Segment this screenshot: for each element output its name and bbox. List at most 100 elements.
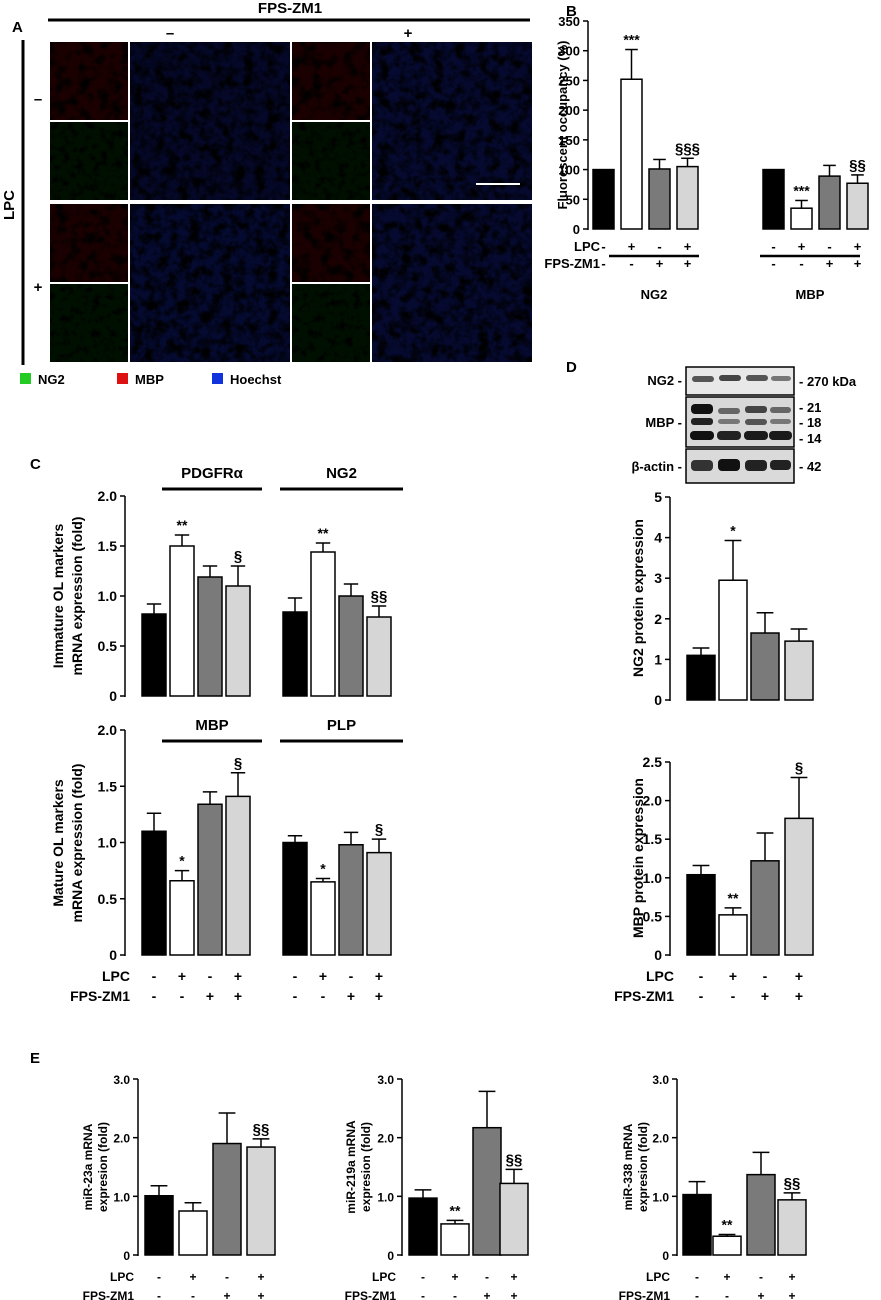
bar (472, 1126, 502, 1256)
micrograph-merge-lpc-fps (372, 204, 532, 362)
legend-swatch-ng2 (20, 373, 31, 384)
micrograph-mbp-lpc-fps (292, 204, 370, 282)
lpc-sign: - (208, 968, 213, 984)
bar (718, 579, 748, 701)
y-axis-label: mRNA expression (fold) (69, 764, 85, 923)
bar (310, 551, 336, 697)
significance-mark: * (320, 861, 326, 877)
fps-sign: + (826, 256, 834, 271)
bar (712, 1235, 742, 1256)
chart-C2: 0 0.5 1.0 1.5 2.0 Mature OL markers mRNA expre… (50, 717, 403, 1004)
fps-row-label: FPS-ZM1 (614, 988, 674, 1004)
fps-sign: - (725, 1289, 729, 1300)
fps-sign: + (375, 988, 383, 1004)
y-tick-label: 2.0 (98, 722, 118, 738)
significance-mark: ** (450, 1202, 461, 1218)
lpc-sign: - (657, 239, 661, 254)
blot-mw-21: - 21 (799, 400, 821, 415)
fps-sign: - (453, 1289, 457, 1300)
y-tick-label: 1.0 (377, 1190, 394, 1204)
fps-sign: + (795, 988, 803, 1004)
fps-sign: - (771, 256, 775, 271)
y-tick-label: 50 (566, 192, 580, 207)
western-blot: NG2 - MBP - β-actin - - 270 kDa - 21 - 1… (631, 366, 857, 484)
panel-a-treatment-label: FPS-ZM1 (258, 0, 322, 17)
bar (225, 585, 251, 697)
chart-B: 0 50 100 150 200 250 300 350 Fluorescent occupan… (544, 14, 869, 302)
fps-sign: - (799, 256, 803, 271)
y-tick-label: 1.0 (643, 870, 663, 886)
lpc-row-label: LPC (646, 1270, 670, 1284)
y-tick-label: 2.0 (113, 1132, 130, 1146)
y-tick-label: 1.5 (98, 538, 118, 554)
bar (366, 851, 392, 956)
y-axis-label: miR-23a mRNA (81, 1123, 95, 1210)
bar (682, 1193, 712, 1256)
micrograph-merge-lpc (130, 204, 290, 362)
y-tick-label: 100 (558, 163, 580, 178)
significance-mark: *** (623, 32, 640, 48)
fps-sign: + (656, 256, 664, 271)
bar (212, 1142, 242, 1256)
y-tick-label: 0 (123, 1249, 130, 1263)
y-tick-label: 2.0 (652, 1132, 669, 1146)
lpc-row-label: LPC (646, 968, 674, 984)
fps-sign: - (601, 256, 605, 271)
significance-mark: §§ (253, 1121, 270, 1138)
lpc-sign: + (375, 968, 383, 984)
lpc-row-label: LPC (110, 1270, 134, 1284)
fps-sign: - (699, 988, 704, 1004)
bar (282, 841, 308, 956)
lpc-sign: + (795, 968, 803, 984)
lpc-row-label: LPC (574, 239, 601, 254)
bar (762, 168, 785, 230)
y-tick-label: 3 (654, 570, 662, 586)
y-tick-label: 1.0 (113, 1190, 130, 1204)
blot-row-label-actin: β-actin - (631, 459, 682, 474)
y-tick-label: 0 (654, 692, 662, 708)
y-axis-label: MBP protein expression (630, 778, 646, 938)
significance-mark: § (234, 548, 242, 565)
lpc-sign: - (152, 968, 157, 984)
y-tick-label: 300 (558, 44, 580, 59)
legend-label-hoechst: Hoechst (230, 372, 282, 387)
bar (366, 616, 392, 697)
y-tick-label: 250 (558, 73, 580, 88)
group-label: PLP (327, 717, 356, 734)
lpc-sign: + (854, 239, 862, 254)
bar (169, 880, 195, 956)
y-tick-label: 5 (654, 489, 662, 505)
fps-sign: + (684, 256, 692, 271)
fps-sign: + (234, 988, 242, 1004)
bar (784, 817, 814, 956)
fps-sign: + (788, 1289, 795, 1300)
bar (746, 1173, 776, 1256)
lpc-sign: - (601, 239, 605, 254)
micrograph-mbp-fps (292, 42, 370, 120)
lpc-sign: + (684, 239, 692, 254)
bar (246, 1146, 276, 1256)
bar (197, 803, 223, 956)
y-axis-label: expresion (fold) (96, 1122, 110, 1212)
fps-sign: - (180, 988, 185, 1004)
fps-sign: - (191, 1289, 195, 1300)
fps-sign: - (293, 988, 298, 1004)
bar (440, 1223, 470, 1256)
y-tick-label: 2.0 (98, 488, 118, 504)
panel-a-row-minus: – (34, 91, 42, 108)
chart-D1: 0 1 2 3 4 5 NG2 protein expression * (630, 489, 814, 708)
y-tick-label: 0.5 (98, 638, 118, 654)
panel-c-letter: C (30, 456, 41, 473)
y-tick-label: 1.5 (98, 778, 118, 794)
bar (338, 595, 364, 697)
lpc-sign: + (510, 1270, 517, 1284)
legend-label-ng2: NG2 (38, 372, 65, 387)
lpc-sign: - (349, 968, 354, 984)
panel-a-row-group-label: LPC (1, 190, 18, 220)
chart-C1: 0 0.5 1.0 1.5 2.0 Immature OL markers mRNA exp… (50, 465, 403, 704)
bar (686, 873, 716, 956)
significance-mark: ** (318, 525, 329, 541)
bar (750, 632, 780, 701)
lpc-sign: - (763, 968, 768, 984)
y-tick-label: 3.0 (652, 1073, 669, 1087)
